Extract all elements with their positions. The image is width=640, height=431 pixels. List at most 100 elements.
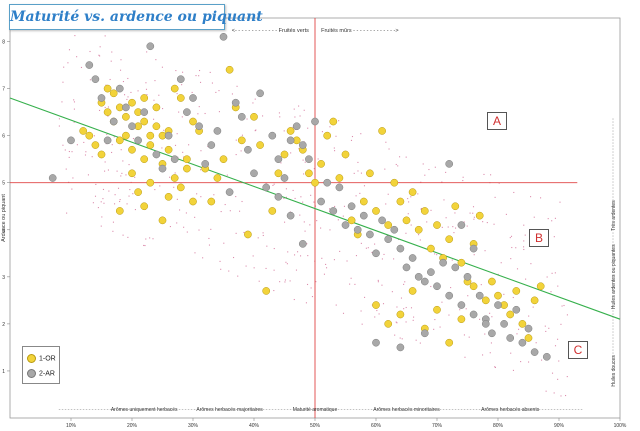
or-data-point bbox=[518, 320, 527, 328]
small-data-point bbox=[394, 334, 396, 336]
small-data-point bbox=[175, 70, 177, 72]
small-data-point bbox=[355, 255, 358, 257]
legend-item-2-ar: 2-AR bbox=[27, 369, 55, 378]
ar-data-point bbox=[378, 216, 386, 225]
small-data-point bbox=[484, 333, 486, 335]
small-data-point bbox=[294, 116, 296, 118]
small-data-point bbox=[388, 148, 390, 150]
small-data-point bbox=[299, 255, 302, 257]
small-data-point bbox=[112, 221, 114, 223]
small-data-point bbox=[359, 192, 361, 194]
ar-data-point bbox=[408, 254, 417, 262]
small-data-point bbox=[107, 106, 110, 108]
ar-data-point bbox=[463, 272, 472, 281]
small-data-point bbox=[257, 237, 259, 239]
y-tick-label: 3 bbox=[2, 275, 5, 281]
small-data-point bbox=[450, 287, 452, 289]
small-data-point bbox=[469, 212, 471, 214]
or-data-point bbox=[488, 277, 496, 286]
small-data-point bbox=[153, 99, 155, 101]
small-data-point bbox=[540, 197, 542, 199]
or-data-point bbox=[122, 112, 130, 121]
small-data-point bbox=[220, 268, 222, 270]
or-data-point bbox=[280, 150, 289, 159]
ar-data-point bbox=[457, 301, 466, 309]
or-data-point bbox=[237, 136, 246, 145]
small-data-point bbox=[342, 312, 345, 314]
or-data-point bbox=[176, 183, 185, 192]
small-data-point bbox=[408, 201, 410, 203]
small-data-point bbox=[83, 141, 85, 143]
small-data-point bbox=[541, 359, 543, 361]
small-data-point bbox=[363, 185, 366, 187]
small-data-point bbox=[479, 318, 481, 320]
small-data-point bbox=[445, 171, 447, 173]
small-data-point bbox=[154, 189, 156, 191]
small-data-point bbox=[266, 245, 268, 247]
small-data-point bbox=[278, 112, 280, 114]
ar-data-point bbox=[274, 192, 283, 201]
small-data-point bbox=[434, 319, 436, 321]
small-data-point bbox=[405, 232, 407, 234]
small-data-point bbox=[351, 135, 354, 138]
small-data-point bbox=[557, 338, 559, 340]
small-data-point bbox=[174, 144, 177, 146]
small-data-point bbox=[339, 250, 341, 252]
small-data-point bbox=[465, 308, 467, 310]
small-data-point bbox=[325, 267, 328, 269]
ar-data-point bbox=[170, 155, 179, 164]
small-data-point bbox=[396, 306, 398, 308]
ar-data-point bbox=[280, 174, 289, 182]
x-tick-label: 40% bbox=[249, 423, 260, 429]
ar-data-point bbox=[250, 169, 258, 178]
small-data-point bbox=[404, 281, 406, 283]
or-data-point bbox=[305, 169, 313, 178]
or-data-point bbox=[152, 103, 161, 112]
small-data-point bbox=[229, 210, 231, 212]
small-data-point bbox=[342, 215, 344, 217]
or-data-point bbox=[140, 155, 149, 164]
small-data-point bbox=[298, 105, 300, 107]
or-data-point bbox=[140, 202, 149, 211]
small-data-point bbox=[146, 94, 148, 96]
small-data-point bbox=[127, 77, 129, 80]
or-data-point bbox=[408, 287, 417, 295]
small-data-point bbox=[134, 209, 136, 211]
small-data-point bbox=[557, 378, 559, 380]
or-data-point bbox=[481, 296, 490, 305]
or-data-point bbox=[207, 197, 216, 206]
small-data-point bbox=[447, 226, 449, 228]
ar-data-point bbox=[384, 235, 393, 244]
small-data-point bbox=[265, 267, 267, 270]
small-data-point bbox=[120, 59, 122, 61]
small-data-point bbox=[338, 120, 340, 122]
or-data-point bbox=[311, 178, 319, 187]
small-data-point bbox=[98, 109, 101, 112]
ar-data-point bbox=[146, 42, 155, 51]
small-data-point bbox=[314, 205, 317, 207]
small-data-point bbox=[354, 283, 356, 285]
small-data-point bbox=[503, 293, 505, 295]
small-data-point bbox=[104, 106, 106, 109]
small-data-point bbox=[378, 313, 380, 315]
small-data-point bbox=[289, 280, 291, 282]
small-data-point bbox=[176, 93, 178, 95]
or-data-point bbox=[402, 216, 411, 225]
or-data-point bbox=[372, 207, 380, 215]
small-data-point bbox=[111, 151, 113, 154]
ar-data-point bbox=[207, 141, 216, 149]
small-data-point bbox=[144, 244, 146, 247]
small-data-point bbox=[304, 230, 306, 232]
small-data-point bbox=[273, 183, 275, 185]
ar-data-point bbox=[469, 310, 478, 319]
small-data-point bbox=[181, 84, 183, 86]
small-data-point bbox=[554, 272, 556, 274]
small-data-point bbox=[343, 205, 346, 207]
small-data-point bbox=[523, 224, 525, 226]
ar-data-point bbox=[122, 103, 130, 112]
or-data-point bbox=[475, 211, 484, 220]
small-data-point bbox=[303, 173, 305, 175]
ar-data-point bbox=[518, 338, 527, 347]
small-data-point bbox=[176, 133, 178, 135]
small-data-point bbox=[510, 352, 512, 354]
